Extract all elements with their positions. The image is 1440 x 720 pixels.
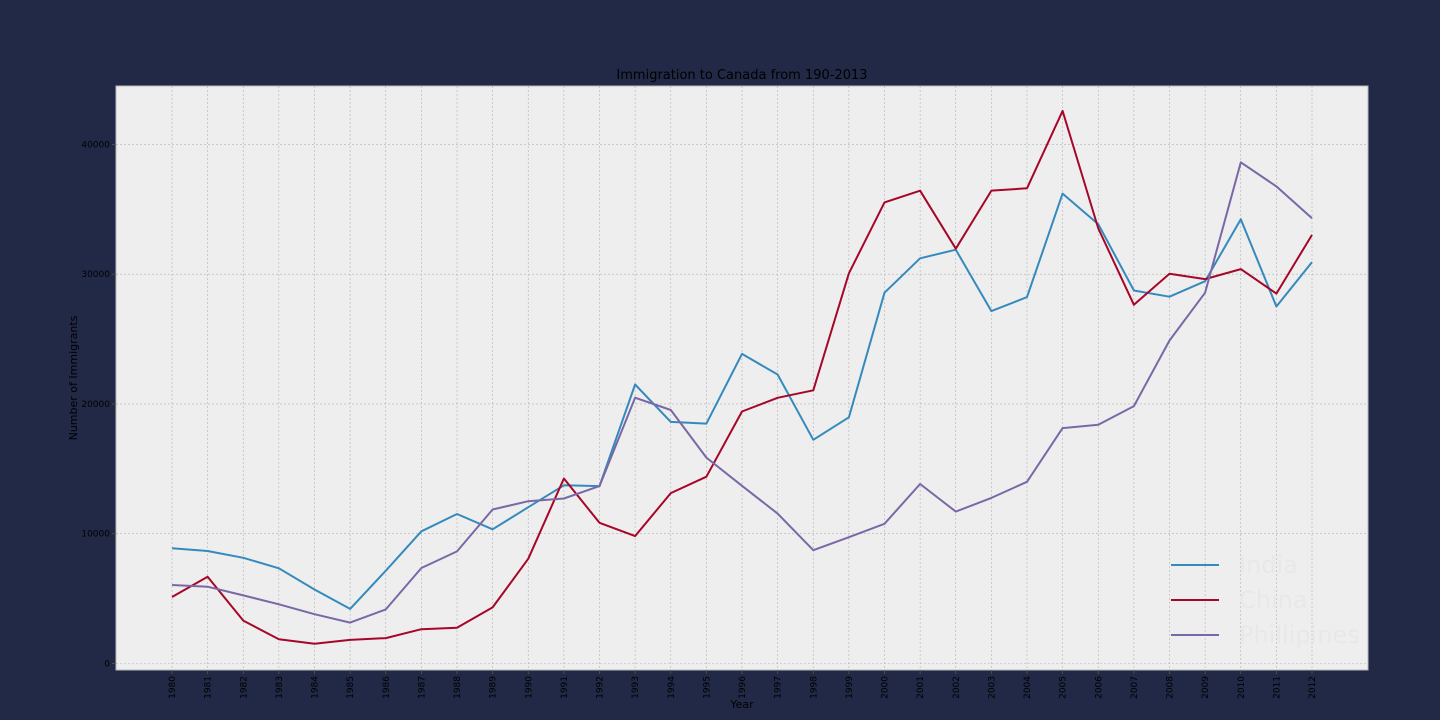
x-tick-label: 2009 bbox=[1201, 676, 1211, 699]
x-tick-label: 1987 bbox=[417, 676, 427, 699]
legend-label: India bbox=[1239, 551, 1298, 579]
legend: India China Phillipines bbox=[1171, 551, 1360, 649]
y-tick-labels: 0 10000 20000 30000 40000 bbox=[81, 140, 110, 669]
x-tick-label: 1998 bbox=[809, 676, 819, 699]
x-tick-label: 1996 bbox=[738, 676, 748, 699]
y-tick-label: 30000 bbox=[81, 270, 110, 280]
x-tick-label: 2012 bbox=[1308, 676, 1318, 699]
legend-label: Phillipines bbox=[1239, 621, 1360, 649]
x-tick-label: 2011 bbox=[1272, 676, 1282, 699]
y-axis-label: Number of Immigrants bbox=[67, 315, 80, 440]
x-tick-label: 1986 bbox=[382, 676, 392, 699]
series-line bbox=[171, 192, 1313, 610]
x-tick-label: 2007 bbox=[1130, 676, 1140, 699]
series-line bbox=[171, 161, 1313, 624]
x-tick-label: 1993 bbox=[631, 676, 641, 699]
x-tick-label: 1995 bbox=[702, 676, 712, 699]
series-lines bbox=[171, 109, 1313, 645]
series-line bbox=[171, 109, 1313, 645]
x-tick-label: 2004 bbox=[1023, 676, 1033, 699]
x-tick-label: 2010 bbox=[1237, 676, 1247, 699]
x-tick-label: 2003 bbox=[987, 676, 997, 699]
x-tick-label: 1981 bbox=[204, 676, 214, 699]
x-tick-label: 1994 bbox=[667, 676, 677, 699]
x-tick-label: 1992 bbox=[596, 676, 606, 699]
x-tick-label: 2005 bbox=[1059, 676, 1069, 699]
legend-label: China bbox=[1239, 586, 1308, 614]
x-tick-label: 2001 bbox=[916, 676, 926, 699]
y-tick-label: 10000 bbox=[81, 530, 110, 540]
grid-lines bbox=[112, 86, 1368, 674]
x-tick-label: 1989 bbox=[489, 676, 499, 699]
x-tick-label: 2000 bbox=[881, 676, 891, 699]
y-tick-label: 40000 bbox=[81, 140, 110, 150]
x-tick-label: 1982 bbox=[239, 676, 249, 699]
x-tick-label: 1999 bbox=[845, 676, 855, 699]
x-tick-labels: 1980 1981 1982 1983 1984 1985 1986 1987 1988 1989… bbox=[168, 676, 1318, 699]
x-tick-label: 2008 bbox=[1166, 676, 1176, 699]
x-tick-label: 1988 bbox=[453, 676, 463, 699]
x-tick-label: 1985 bbox=[346, 676, 356, 699]
x-tick-label: 1990 bbox=[524, 676, 534, 699]
x-tick-label: 1997 bbox=[774, 676, 784, 699]
x-tick-label: 2002 bbox=[952, 676, 962, 699]
x-tick-label: 1991 bbox=[560, 676, 570, 699]
y-tick-label: 20000 bbox=[81, 400, 110, 410]
y-tick-label: 0 bbox=[104, 660, 110, 670]
x-tick-label: 2006 bbox=[1094, 676, 1104, 699]
x-tick-label: 1984 bbox=[311, 676, 321, 699]
chart-title: Immigration to Canada from 190-2013 bbox=[616, 68, 867, 83]
x-axis-label: Year bbox=[729, 698, 754, 711]
x-tick-label: 1983 bbox=[275, 676, 285, 699]
x-tick-label: 1980 bbox=[168, 676, 178, 699]
